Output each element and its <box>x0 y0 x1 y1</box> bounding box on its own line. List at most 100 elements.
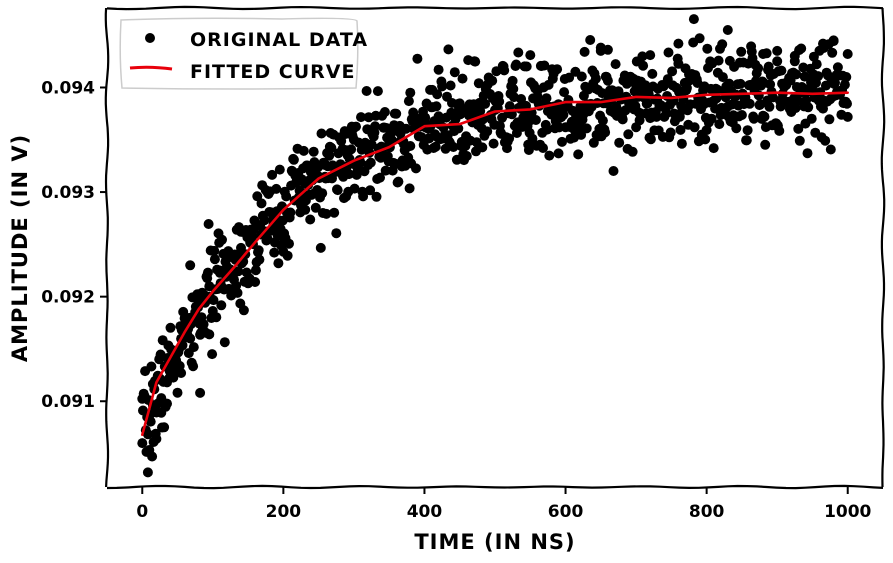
data-point <box>420 112 431 123</box>
data-point <box>411 163 421 174</box>
data-point <box>841 72 852 82</box>
data-point <box>265 186 275 197</box>
data-point <box>706 113 717 124</box>
data-point <box>412 53 423 64</box>
data-point <box>305 214 316 225</box>
data-point <box>507 75 518 86</box>
data-point <box>830 77 840 88</box>
data-point <box>488 138 499 149</box>
data-point <box>185 260 196 271</box>
data-point <box>238 305 249 316</box>
data-point <box>344 169 354 180</box>
data-point <box>702 43 713 54</box>
data-point <box>473 78 484 89</box>
data-point <box>673 38 684 49</box>
data-point <box>324 150 335 161</box>
data-point <box>172 387 183 398</box>
data-point <box>839 79 850 90</box>
data-point <box>763 61 774 72</box>
data-point <box>708 143 719 154</box>
data-point <box>538 143 548 153</box>
data-point <box>792 95 803 106</box>
data-point <box>552 64 563 75</box>
data-point <box>736 110 747 120</box>
data-point <box>597 115 608 126</box>
data-point <box>455 109 466 120</box>
data-point <box>825 144 836 155</box>
data-point <box>713 55 724 66</box>
data-point <box>188 342 199 353</box>
data-point <box>404 183 415 194</box>
data-point <box>470 56 481 67</box>
data-point <box>477 142 488 153</box>
data-point <box>511 59 522 70</box>
data-point <box>772 56 783 67</box>
data-point <box>195 387 206 398</box>
data-point <box>159 422 170 433</box>
data-point <box>595 42 606 53</box>
data-point <box>321 208 332 219</box>
data-point <box>576 71 587 82</box>
x-tick-label: 400 <box>407 502 443 522</box>
data-point <box>332 185 343 196</box>
data-point <box>443 44 454 55</box>
data-point <box>673 58 684 69</box>
data-point <box>405 87 416 98</box>
legend: ORIGINAL DATA FITTED CURVE <box>119 17 367 90</box>
frame-right <box>880 7 886 488</box>
data-point <box>146 361 157 372</box>
data-point <box>253 245 264 256</box>
data-point <box>675 124 686 135</box>
data-point <box>665 127 676 138</box>
x-axis-title: TIME (IN NS) <box>414 530 575 554</box>
data-point <box>764 101 775 112</box>
data-point <box>558 109 569 120</box>
data-point <box>579 46 590 57</box>
y-tick-label: 0.094 <box>41 78 95 98</box>
data-point <box>482 126 493 137</box>
y-axis: 0.091 0.092 0.093 0.094 <box>41 78 107 412</box>
data-point <box>794 135 805 146</box>
data-point <box>614 137 625 148</box>
data-point <box>487 75 498 86</box>
data-point <box>329 207 340 218</box>
data-point <box>259 215 270 226</box>
data-point <box>351 121 361 132</box>
legend-dot-icon <box>145 33 155 43</box>
data-point <box>256 198 267 209</box>
data-point <box>174 360 185 371</box>
data-point <box>254 254 265 265</box>
data-point <box>748 113 759 124</box>
data-point <box>203 219 214 229</box>
data-point <box>219 337 230 348</box>
data-point <box>202 267 213 278</box>
data-point <box>150 428 161 439</box>
data-point <box>401 123 412 134</box>
data-point <box>642 98 653 109</box>
data-point <box>793 123 804 134</box>
data-point <box>375 172 385 183</box>
data-point <box>326 142 337 153</box>
data-point <box>445 80 456 91</box>
data-point <box>451 154 462 165</box>
data-point <box>431 101 442 112</box>
data-point <box>274 164 285 175</box>
data-point <box>638 60 649 71</box>
data-point <box>717 39 728 50</box>
data-point <box>651 111 662 122</box>
x-tick-label: 1000 <box>824 502 871 522</box>
data-point <box>188 361 199 372</box>
data-point <box>761 48 772 59</box>
data-point <box>741 135 752 146</box>
data-point <box>645 134 656 145</box>
data-point <box>564 72 575 83</box>
data-point <box>391 108 402 119</box>
data-point <box>142 429 153 440</box>
data-point <box>790 103 801 114</box>
data-point <box>370 121 381 132</box>
data-point <box>433 64 444 75</box>
data-point <box>590 73 601 84</box>
data-point <box>640 80 651 91</box>
